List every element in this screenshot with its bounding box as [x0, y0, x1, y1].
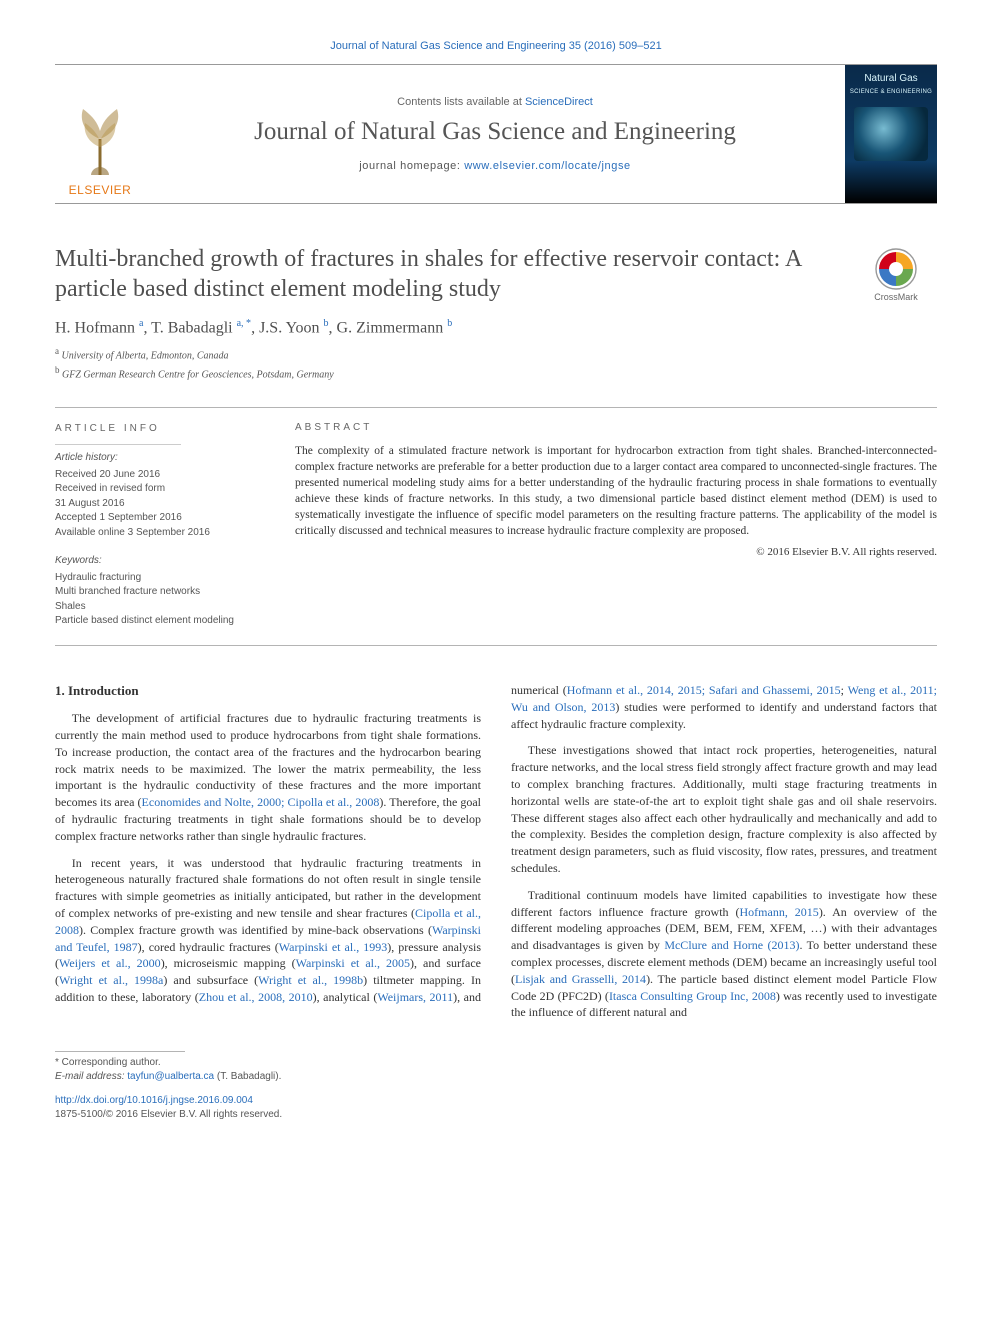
affiliations: a a University of Alberta, Edmonton, Can… [55, 345, 937, 383]
p2-text-g: ) and subsurface ( [163, 973, 258, 987]
history-line: Available online 3 September 2016 [55, 526, 265, 541]
abstract-col: abstract The complexity of a stimulated … [295, 422, 937, 629]
sciencedirect-link[interactable]: ScienceDirect [525, 96, 593, 108]
cover-label-line1: Natural Gas [864, 73, 917, 84]
keywords-title: Keywords: [55, 554, 265, 569]
ref-link[interactable]: Warpinski et al., 1993 [279, 940, 387, 954]
keyword: Shales [55, 600, 265, 615]
ref-link[interactable]: Economides and Nolte, 2000; Cipolla et a… [142, 795, 380, 809]
history-line: 31 August 2016 [55, 497, 265, 512]
contents-prefix: Contents lists available at [397, 96, 525, 108]
ref-link[interactable]: Zhou et al., 2008, 2010 [199, 990, 313, 1004]
p2-text-b: ). Complex fracture growth was identifie… [79, 923, 432, 937]
p2-text-i: ), analytical ( [313, 990, 378, 1004]
article-info-col: article info Article history: Received 2… [55, 422, 265, 629]
cover-label: Natural Gas SCIENCE & ENGINEERING [850, 73, 932, 97]
ref-link[interactable]: Itasca Consulting Group Inc, 2008 [609, 989, 776, 1003]
ref-link[interactable]: Lisjak and Grasselli, 2014 [515, 972, 646, 986]
cover-label-line2: SCIENCE & ENGINEERING [850, 89, 932, 95]
keyword: Multi branched fracture networks [55, 585, 265, 600]
article-title: Multi-branched growth of fractures in sh… [55, 244, 815, 304]
journal-homepage-line: journal homepage: www.elsevier.com/locat… [359, 160, 631, 172]
ref-link[interactable]: Weijmars, 2011 [377, 990, 453, 1004]
crossmark-badge[interactable]: CrossMark [855, 248, 937, 302]
contents-line: Contents lists available at ScienceDirec… [397, 96, 593, 108]
elsevier-wordmark: ELSEVIER [69, 183, 132, 197]
abstract-copyright: © 2016 Elsevier B.V. All rights reserved… [295, 546, 937, 558]
paragraph-1: The development of artificial fractures … [55, 710, 481, 844]
p2-text-c: ), cored hydraulic fractures ( [138, 940, 279, 954]
article-body: 1. Introduction The development of artif… [55, 682, 937, 1021]
article-head: CrossMark Multi-branched growth of fract… [55, 244, 937, 383]
homepage-prefix: journal homepage: [359, 160, 464, 172]
section-1-head: 1. Introduction [55, 682, 481, 700]
doi-line: http://dx.doi.org/10.1016/j.jngse.2016.0… [55, 1094, 937, 1108]
doi-link[interactable]: http://dx.doi.org/10.1016/j.jngse.2016.0… [55, 1095, 253, 1106]
ref-link[interactable]: Warpinski et al., 2005 [296, 956, 410, 970]
keyword: Hydraulic fracturing [55, 571, 265, 586]
abstract-body: The complexity of a stimulated fracture … [295, 443, 937, 540]
affiliation-a: a a University of Alberta, Edmonton, Can… [55, 345, 937, 364]
history-line: Accepted 1 September 2016 [55, 511, 265, 526]
journal-header: ELSEVIER Contents lists available at Sci… [55, 64, 937, 204]
affiliation-b: b b GFZ German Research Centre for Geosc… [55, 364, 937, 383]
corresponding-author: * Corresponding author. [55, 1056, 937, 1070]
elsevier-logo-box: ELSEVIER [55, 65, 145, 203]
journal-cover-thumb: Natural Gas SCIENCE & ENGINEERING [845, 65, 937, 203]
paragraph-4: Traditional continuum models have limite… [511, 887, 937, 1021]
cover-artwork-icon [854, 107, 928, 161]
keyword: Particle based distinct element modeling [55, 614, 265, 629]
email-label: E-mail address: [55, 1071, 127, 1082]
ref-link[interactable]: Weijers et al., 2000 [59, 956, 161, 970]
abstract-head: abstract [295, 422, 937, 433]
info-abstract-block: article info Article history: Received 2… [55, 407, 937, 646]
homepage-link[interactable]: www.elsevier.com/locate/jngse [464, 160, 631, 172]
author-list: H. Hofmann a, T. Babadagli a, *, J.S. Yo… [55, 318, 937, 337]
crossmark-icon [875, 248, 917, 290]
email-link[interactable]: tayfun@ualberta.ca [127, 1071, 214, 1082]
elsevier-tree-icon [69, 101, 131, 181]
ref-link[interactable]: Wright et al., 1998a [59, 973, 163, 987]
issn-copyright-line: 1875-5100/© 2016 Elsevier B.V. All right… [55, 1108, 937, 1122]
ref-link[interactable]: McClure and Horne (2013) [664, 938, 799, 952]
ref-link[interactable]: Wright et al., 1998b [258, 973, 363, 987]
top-citation-link[interactable]: Journal of Natural Gas Science and Engin… [55, 40, 937, 52]
journal-title: Journal of Natural Gas Science and Engin… [254, 118, 736, 146]
email-line: E-mail address: tayfun@ualberta.ca (T. B… [55, 1070, 937, 1084]
journal-header-center: Contents lists available at ScienceDirec… [145, 65, 845, 203]
history-line: Received in revised form [55, 482, 265, 497]
history-title: Article history: [55, 451, 265, 466]
ref-link[interactable]: Hofmann et al., 2014, 2015; Safari and G… [567, 683, 841, 697]
article-info-head: article info [55, 422, 265, 437]
p2-text-e: ), microseismic mapping ( [161, 956, 296, 970]
crossmark-label: CrossMark [855, 292, 937, 302]
history-line: Received 20 June 2016 [55, 468, 265, 483]
email-suffix: (T. Babadagli). [214, 1071, 281, 1082]
page-footer: * Corresponding author. E-mail address: … [55, 1051, 937, 1122]
paragraph-3: These investigations showed that intact … [511, 742, 937, 876]
p2-text-k: ; [841, 683, 848, 697]
ref-link[interactable]: Hofmann, 2015 [740, 905, 819, 919]
